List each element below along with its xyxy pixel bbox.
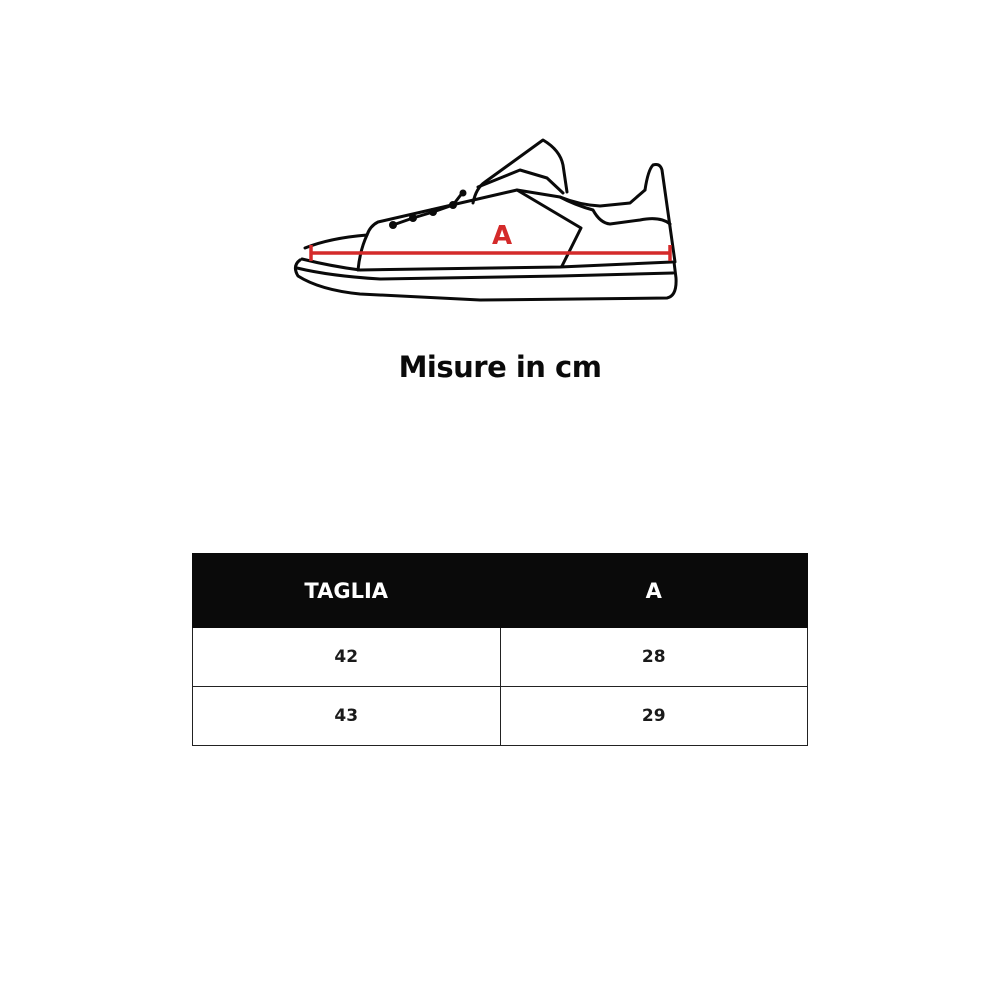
measure-label-a: A [492,221,512,251]
heel-tab [643,163,677,264]
sole-outline [293,258,678,302]
table-header-row: TAGLIA A [192,553,808,628]
heel-line [558,188,647,208]
tongue [471,138,569,205]
size-table: TAGLIA A 42 28 43 29 [192,553,808,746]
table-row: 43 29 [192,686,808,746]
column-header-taglia: TAGLIA [192,553,501,628]
column-header-a: A [499,553,808,628]
shoe-diagram: A [293,138,678,302]
sole-inner-line [295,266,675,281]
measure-line-a [309,245,672,261]
collar [515,188,672,226]
eyelet [459,189,467,197]
cell-length: 28 [499,627,808,687]
sole-top-line [300,257,674,272]
tongue-inner [476,168,565,195]
cell-length: 29 [499,686,808,746]
cell-size: 42 [192,627,501,687]
vamp [365,188,583,268]
table-row: 42 28 [192,627,808,687]
eyelet [409,214,417,222]
eyelet [449,201,457,209]
eyelet [429,208,437,216]
cell-size: 43 [192,686,501,746]
page-title: Misure in cm [398,350,602,384]
eyelet [389,221,397,229]
